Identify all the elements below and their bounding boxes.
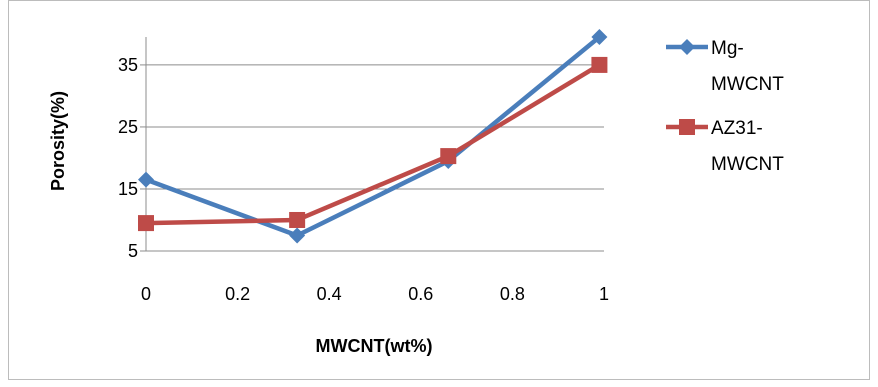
series-1 (138, 29, 608, 244)
axes (140, 37, 604, 252)
legend: Mg- MWCNT AZ31- MWCNT (666, 38, 784, 175)
legend-label-2-line-2: MWCNT (711, 154, 784, 175)
y-tick-labels: 5 15 25 35 (118, 55, 138, 261)
chart-frame (8, 0, 870, 380)
legend-item-2: AZ31- MWCNT (666, 118, 784, 175)
series-line-2 (145, 62, 601, 226)
x-tick-label-0.4: 0.4 (317, 284, 342, 304)
series-2 (138, 56, 608, 232)
x-tick-label-0.8: 0.8 (500, 284, 525, 304)
data-point-1-2 (289, 227, 306, 244)
y-tick-label-35: 35 (118, 55, 138, 75)
y-tick-label-5: 5 (128, 241, 138, 261)
legend-marker-2 (679, 119, 695, 135)
x-tick-label-0: 0 (141, 284, 151, 304)
y-axis-label: Porosity(%) (48, 91, 68, 191)
data-point-2-3 (440, 148, 457, 165)
data-point-1-1 (138, 171, 154, 188)
x-tick-label-0.6: 0.6 (408, 284, 433, 304)
series-line-1 (145, 35, 601, 238)
series-group (138, 29, 608, 244)
legend-label-2-line-1: AZ31- (711, 118, 763, 139)
data-point-2-4 (591, 56, 608, 73)
data-point-1-4 (591, 29, 608, 45)
y-tick-label-15: 15 (118, 179, 138, 199)
x-axis-label: MWCNT(wt%) (316, 336, 433, 356)
data-point-2-2 (289, 211, 306, 228)
legend-label-1-line-2: MWCNT (711, 74, 784, 95)
data-point-2-1 (138, 215, 154, 232)
gridlines (146, 64, 604, 190)
legend-label-1-line-1: Mg- (711, 38, 744, 59)
y-tick-label-25: 25 (118, 117, 138, 137)
x-tick-label-1: 1 (599, 284, 609, 304)
legend-marker-1 (679, 39, 695, 55)
legend-item-1: Mg- MWCNT (666, 38, 784, 95)
x-tick-labels: 0 0.2 0.4 0.6 0.8 1 (141, 284, 609, 304)
x-tick-label-0.2: 0.2 (225, 284, 250, 304)
